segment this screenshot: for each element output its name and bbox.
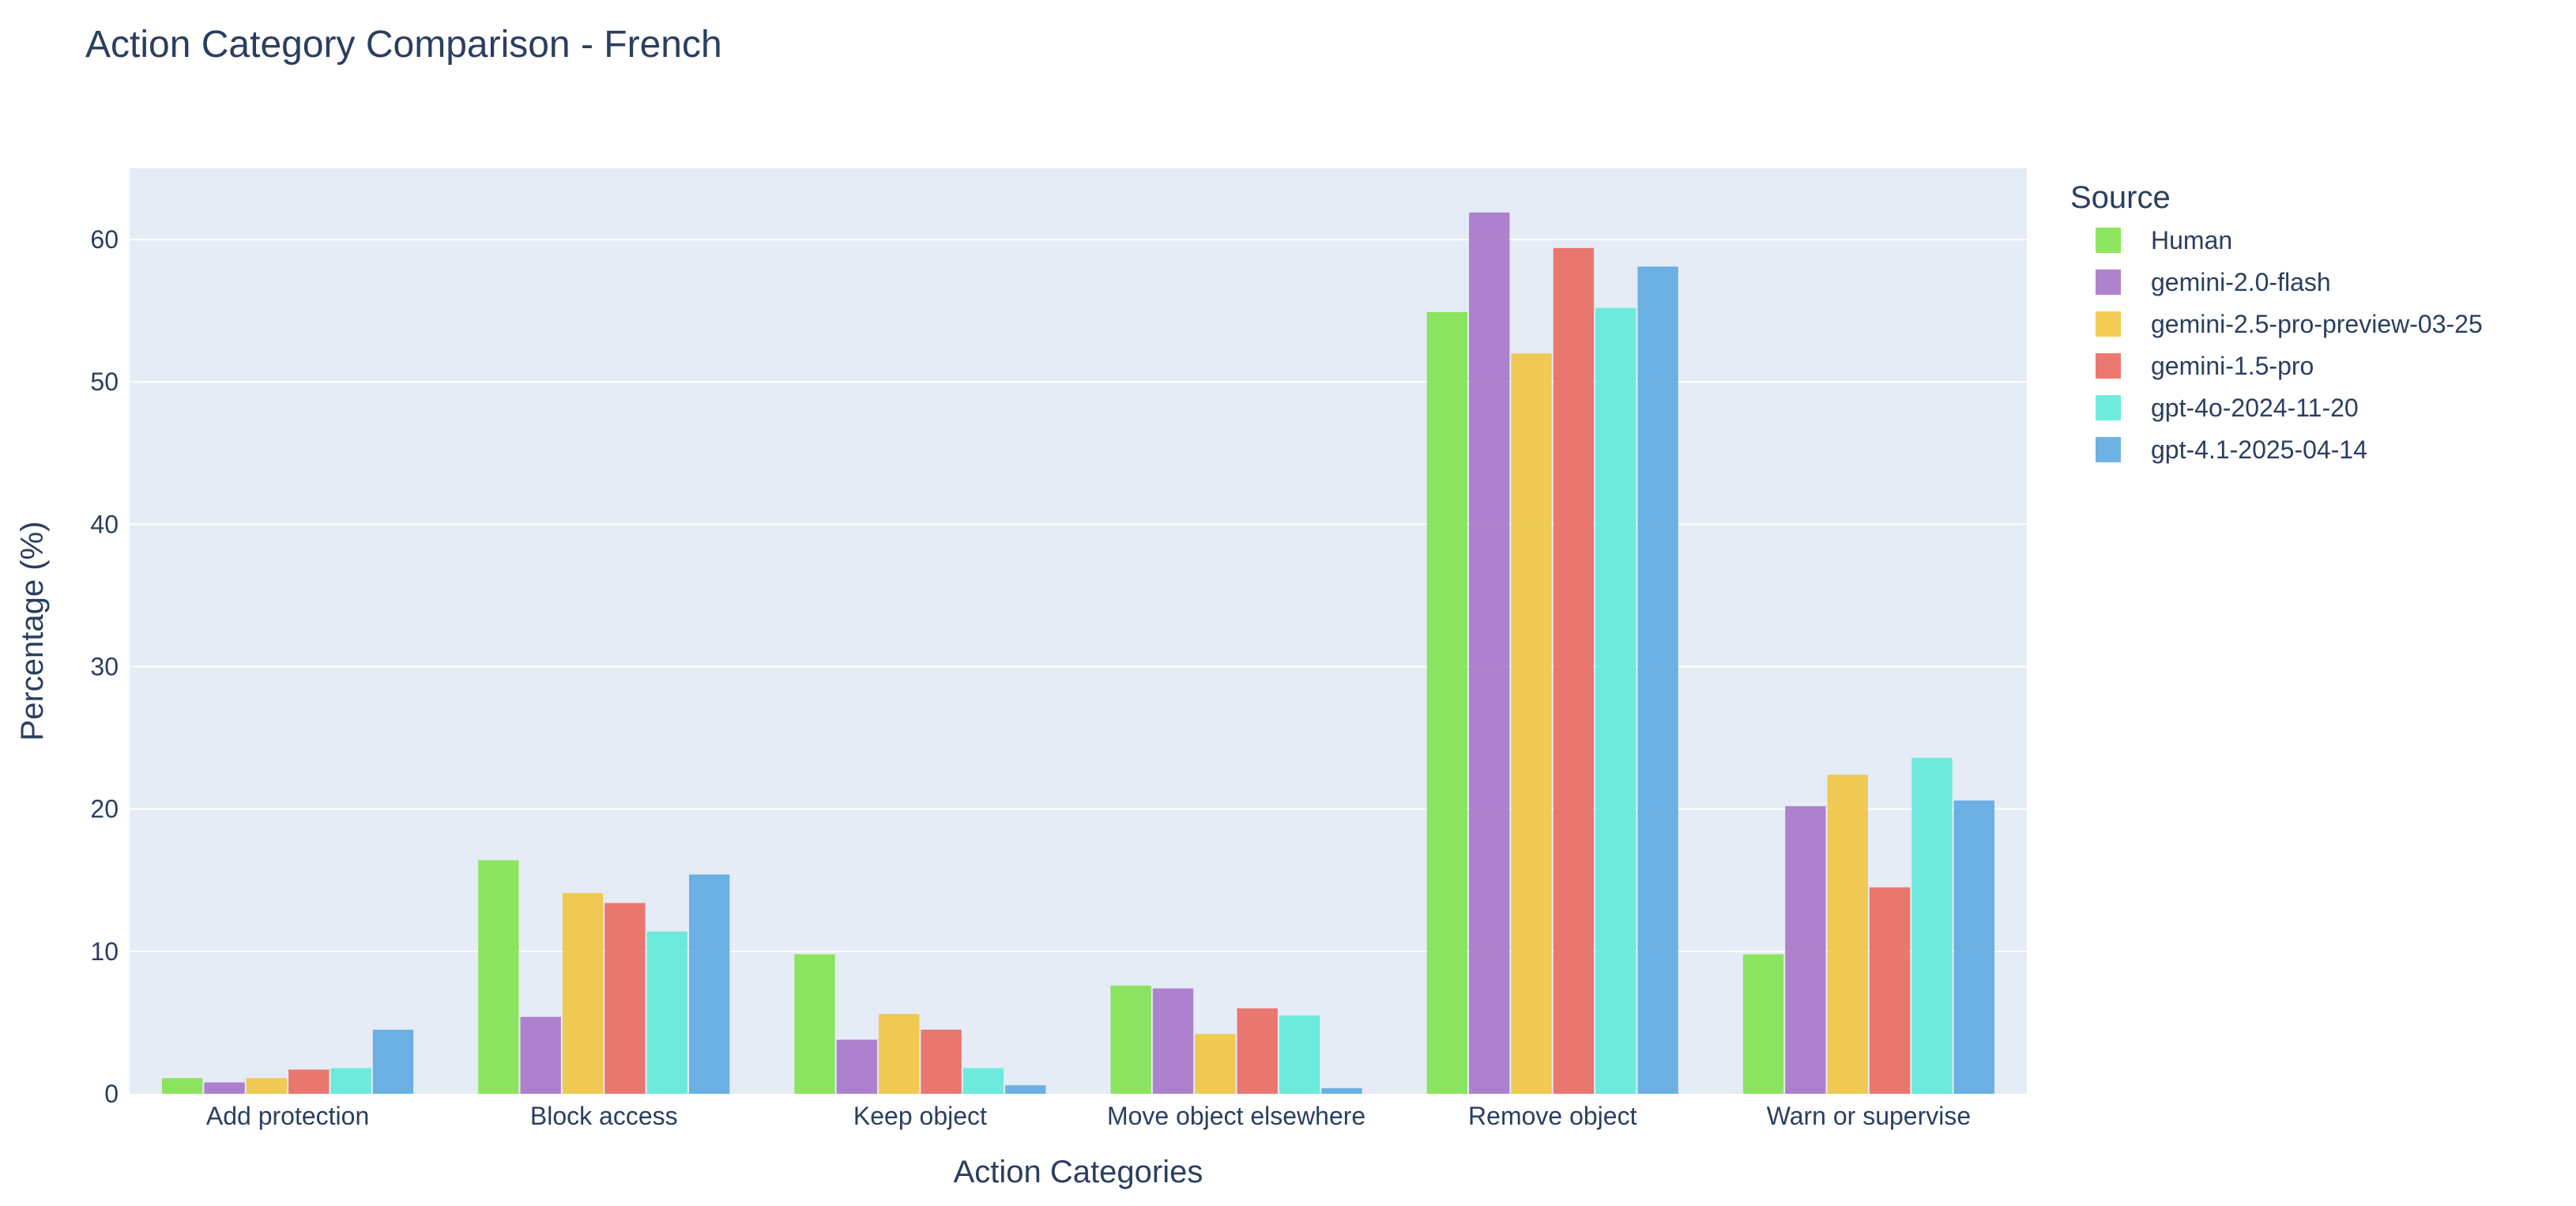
y-tick-label: 40 [90, 510, 119, 538]
legend-swatch [2096, 437, 2121, 462]
bar-3-1[interactable] [1152, 988, 1194, 1094]
x-tick-label: Remove object [1468, 1102, 1637, 1130]
legend-item[interactable]: gpt-4.1-2025-04-14 [2096, 435, 2367, 464]
x-tick-label: Warn or supervise [1767, 1102, 1971, 1130]
bar-5-4[interactable] [1911, 757, 1953, 1094]
legend-item[interactable]: gemini-2.0-flash [2096, 268, 2331, 296]
bar-5-5[interactable] [1953, 800, 1994, 1094]
legend-swatch [2096, 228, 2121, 253]
y-tick-label: 10 [90, 937, 119, 966]
legend-title: Source [2070, 180, 2171, 215]
legend-swatch [2096, 353, 2121, 379]
legend: Source Human gemini-2.0-flash gemini-2.5-p… [2070, 180, 2483, 464]
bars [162, 212, 1994, 1095]
legend-label: gpt-4.1-2025-04-14 [2151, 435, 2367, 464]
x-tick-label: Move object elsewhere [1107, 1102, 1365, 1130]
bar-1-1[interactable] [520, 1016, 561, 1094]
legend-label: gemini-1.5-pro [2151, 352, 2314, 380]
bar-2-1[interactable] [836, 1039, 878, 1094]
bar-3-4[interactable] [1279, 1015, 1320, 1094]
legend-label: gemini-2.5-pro-preview-03-25 [2151, 310, 2483, 338]
bar-3-5[interactable] [1321, 1087, 1362, 1094]
legend-item[interactable]: gemini-2.5-pro-preview-03-25 [2096, 310, 2483, 338]
bar-2-2[interactable] [879, 1014, 920, 1094]
legend-label: gpt-4o-2024-11-20 [2151, 394, 2359, 422]
legend-item[interactable]: gpt-4o-2024-11-20 [2096, 394, 2359, 422]
bar-5-2[interactable] [1827, 774, 1868, 1094]
bar-1-4[interactable] [646, 931, 687, 1094]
bar-4-0[interactable] [1426, 311, 1468, 1094]
x-tick-label: Block access [530, 1102, 678, 1130]
bar-2-4[interactable] [962, 1068, 1004, 1094]
bar-0-0[interactable] [162, 1078, 203, 1094]
y-tick-label: 60 [90, 225, 119, 254]
bar-2-5[interactable] [1005, 1085, 1046, 1094]
x-tick-label: Keep object [853, 1102, 987, 1130]
bar-5-3[interactable] [1869, 887, 1911, 1094]
y-tick-label: 20 [90, 795, 119, 823]
bar-4-4[interactable] [1595, 307, 1636, 1094]
bar-4-2[interactable] [1511, 353, 1552, 1094]
legend-swatch [2096, 269, 2121, 295]
y-tick-label: 50 [90, 367, 119, 396]
legend-label: Human [2151, 226, 2232, 254]
bar-0-3[interactable] [288, 1069, 330, 1094]
bar-4-1[interactable] [1469, 212, 1510, 1095]
legend-swatch [2096, 395, 2121, 420]
bar-3-2[interactable] [1195, 1034, 1236, 1094]
legend-items: Human gemini-2.0-flash gemini-2.5-pro-prev… [2096, 226, 2483, 464]
bar-2-3[interactable] [921, 1029, 962, 1094]
plot-area [130, 168, 2027, 1094]
y-axis-ticks: 0 10 20 30 40 50 60 [90, 225, 119, 1108]
bar-0-1[interactable] [204, 1082, 245, 1094]
bar-5-0[interactable] [1742, 954, 1784, 1094]
y-axis-title: Percentage (%) [15, 522, 50, 741]
gridlines [130, 239, 2027, 952]
chart-title: Action Category Comparison - French [85, 24, 722, 66]
legend-item[interactable]: Human [2096, 226, 2232, 254]
bar-4-3[interactable] [1553, 247, 1595, 1095]
bar-1-2[interactable] [562, 892, 604, 1094]
bar-1-5[interactable] [688, 874, 730, 1094]
x-axis-title: Action Categories [954, 1155, 1203, 1189]
legend-item[interactable]: gemini-1.5-pro [2096, 352, 2314, 380]
legend-swatch [2096, 311, 2121, 337]
bar-2-0[interactable] [794, 954, 835, 1094]
x-tick-label: Add protection [206, 1102, 369, 1130]
bar-0-4[interactable] [330, 1068, 371, 1094]
bar-5-1[interactable] [1785, 806, 1826, 1094]
bar-3-0[interactable] [1110, 986, 1151, 1094]
bar-4-5[interactable] [1637, 266, 1678, 1094]
bar-0-2[interactable] [246, 1078, 288, 1094]
bar-1-0[interactable] [478, 860, 519, 1094]
bar-0-5[interactable] [372, 1029, 414, 1094]
bar-3-3[interactable] [1237, 1008, 1278, 1094]
legend-label: gemini-2.0-flash [2151, 268, 2331, 296]
y-tick-label: 0 [104, 1080, 119, 1108]
x-axis-ticks: Add protection Block access Keep object Mov… [206, 1102, 1971, 1130]
y-tick-label: 30 [90, 653, 119, 681]
bar-1-3[interactable] [604, 903, 646, 1094]
